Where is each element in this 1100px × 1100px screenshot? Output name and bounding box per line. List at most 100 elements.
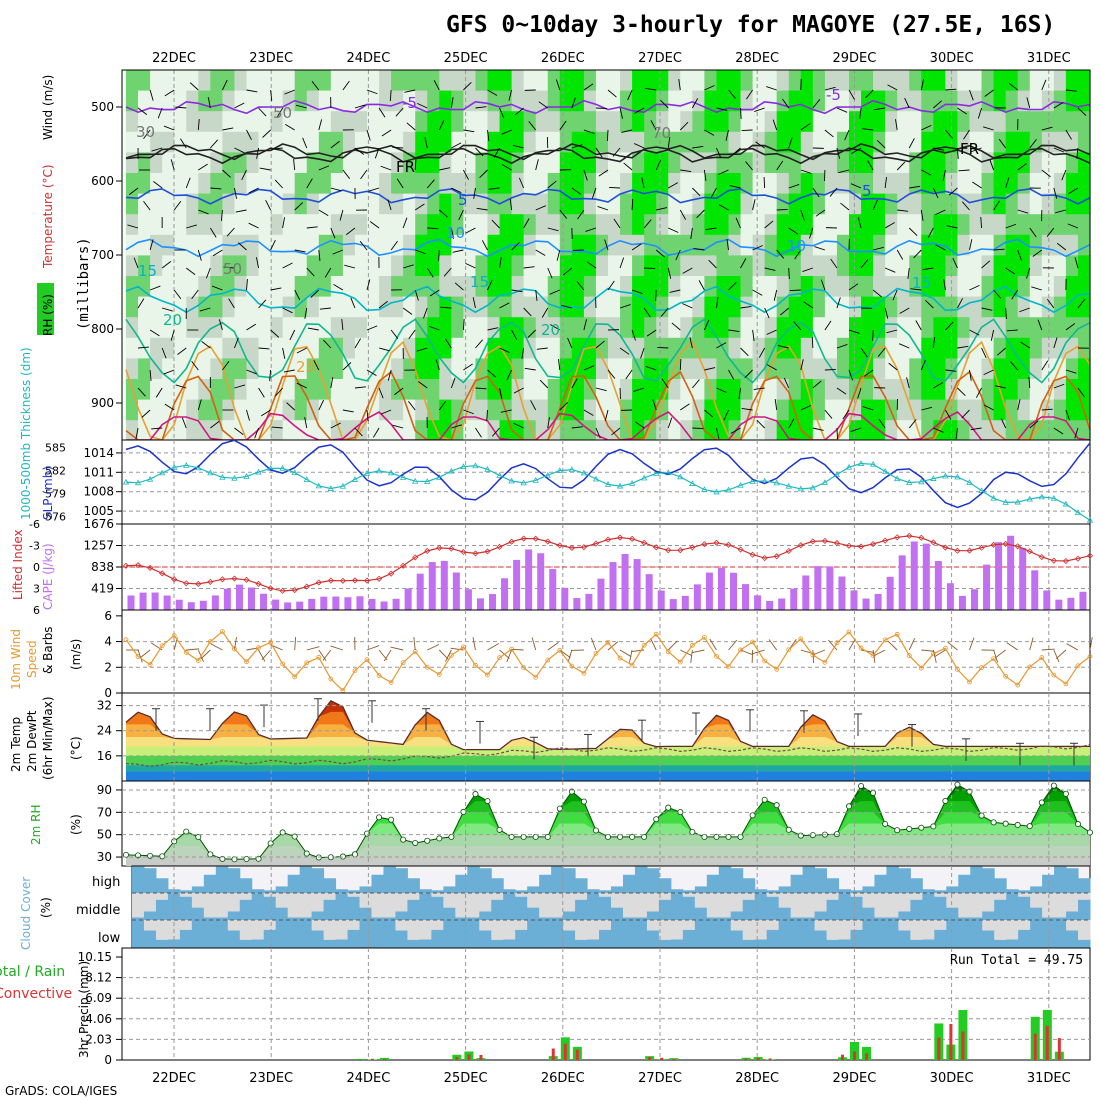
cloud-block [814,868,828,893]
contour-label: 15 [470,273,489,291]
cloud-gap [778,893,792,908]
wind-barb [1041,408,1053,411]
cloud-block [778,886,792,893]
temp2m-unit: (°C) [69,736,83,760]
wind-barb [609,186,621,189]
rh-cell [716,420,730,442]
temperature-contour [125,285,1091,314]
rh-cell [764,214,778,236]
rh-cell [788,111,802,133]
rh-cell [668,173,681,194]
rh-cell [379,90,392,112]
rh-cell [354,317,368,339]
rh-cell [764,379,778,400]
wind-barb [173,289,182,300]
rh-cell [379,255,392,277]
rh-cell [198,399,211,421]
wind10-barb [619,649,632,658]
wind-barb [766,329,777,335]
wind-barb [577,209,585,220]
cloud-block [694,907,708,920]
wind-barb [256,147,259,159]
wind-barb [274,387,283,397]
cloud-block [395,868,408,893]
rh-cell [367,276,380,297]
wind-barb [499,347,510,354]
cloud-gap [862,893,875,908]
wind-marker [906,653,912,658]
rh-cell [403,276,416,297]
rh-cell [969,214,983,236]
wind-barb [704,409,714,418]
rh-cell [499,379,513,400]
rh-cell [692,131,705,153]
rh-cell [246,276,260,297]
cloud-block [1006,889,1019,893]
rh-cell [270,131,284,153]
cloud-block [551,866,564,893]
wind-barb [222,169,231,178]
cloud-block [587,939,600,948]
wind10-barb [258,649,266,662]
cloud-level-middle: middle [76,903,120,918]
rh-cell [885,193,898,215]
rh-marker [556,805,563,812]
cloud-gap [395,893,408,912]
wind-barb [387,199,392,211]
wind10-barb [210,643,223,651]
rh-cell [981,234,995,256]
wind-barb [710,187,717,198]
wind-barb [899,307,910,314]
rh-cell [306,276,320,297]
wind10-barb [200,649,211,660]
rh-cell [595,337,609,359]
rh-cell [933,70,946,91]
rh-cell [704,296,718,318]
y-tick-label: 90 [97,783,112,797]
rh-cell [379,420,392,442]
wind-barb [197,249,202,261]
cape-bar [392,598,400,610]
wind-barb [1065,409,1071,421]
cloud-block [275,886,289,893]
wind-barb [444,338,452,349]
rh-cell [391,173,404,194]
cloud-gap [419,920,432,940]
contour-label: 15 [138,262,157,280]
wind-marker [1075,663,1081,669]
rh-cell [656,317,669,339]
wind-barb [993,248,1005,251]
temperature-bands [125,698,1091,781]
wind10-barb [740,649,753,656]
cloud-block [802,866,816,893]
rh-cell [138,173,151,194]
rh-cell [788,173,802,194]
wind10-barb [680,649,693,657]
rh-cell [1017,131,1031,153]
rh-cell [849,358,862,380]
rh-cell [330,70,344,91]
wind-barb [137,298,145,309]
wind-barb [163,125,175,131]
rh-cell [993,90,1007,112]
rh-cell [439,276,452,297]
wind-barb [793,321,802,331]
rh-cell [595,152,609,174]
rh-cell [1041,214,1055,236]
cloud-gap [994,893,1007,900]
rh-cell [523,255,537,277]
wind-barb [913,249,922,259]
rh-cell [849,70,862,91]
rh-marker [580,798,587,805]
cloud-block [407,899,420,920]
rh-cell [415,111,428,133]
rh-cell [162,317,175,339]
rh-cell [475,420,489,442]
cloud-gap [251,920,265,940]
wind-barb [475,339,484,349]
wind-marker [473,662,478,668]
rh-cell [138,234,151,256]
rh-cell [475,234,489,256]
wind-barb [897,209,909,212]
cape-bar [681,595,689,610]
